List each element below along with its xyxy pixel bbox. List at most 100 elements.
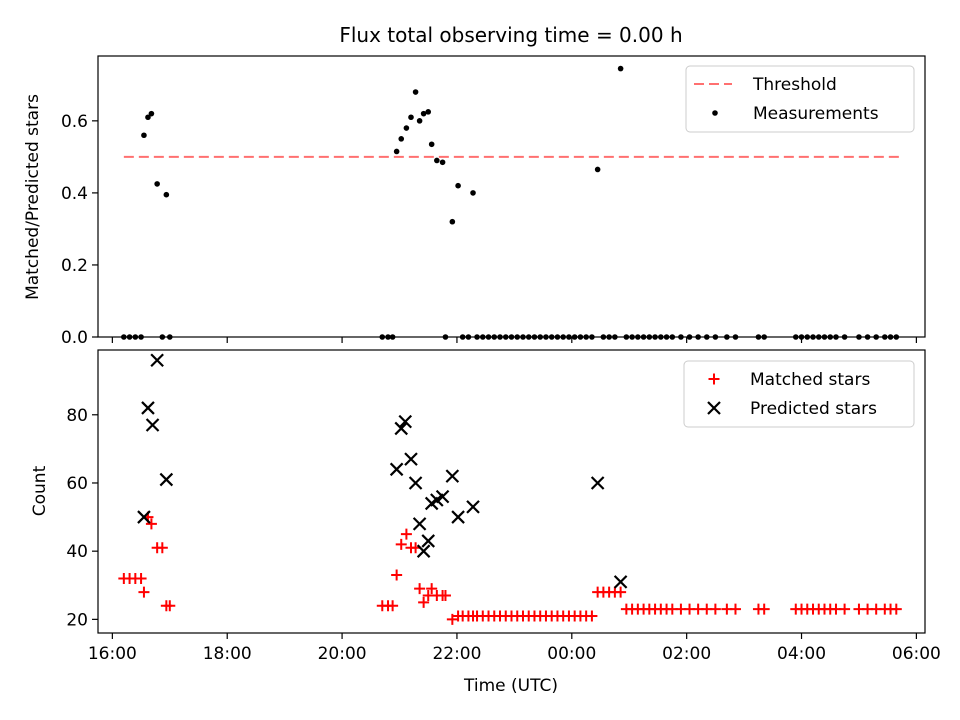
measurement-point xyxy=(416,118,423,124)
top-y-tick-label: 0.0 xyxy=(61,328,88,348)
matched-star-point xyxy=(418,596,430,608)
bottom-plot-frame xyxy=(97,349,926,634)
predicted-star-point xyxy=(145,418,160,432)
bottom-legend: Matched stars Predicted stars xyxy=(683,360,915,428)
measurement-point xyxy=(145,114,151,121)
legend-label: Measurements xyxy=(753,104,879,124)
bottom-y-tick-label: 20 xyxy=(66,610,88,630)
top-panel: 0.0 0.2 0.4 0.6 Matched/Predicted stars Thr… xyxy=(23,55,926,348)
predicted-star-point xyxy=(613,575,628,589)
measurement-point xyxy=(425,109,432,115)
matched-star-point xyxy=(145,518,157,530)
legend-label: Threshold xyxy=(752,75,837,95)
predicted-star-point xyxy=(445,469,460,483)
top-y-tick-label: 0.6 xyxy=(61,112,88,132)
measurement-point xyxy=(393,148,400,155)
measurement-point xyxy=(154,181,160,187)
measurement-point xyxy=(141,132,147,139)
x-axis-label: Time (UTC) xyxy=(463,676,558,696)
predicted-star-point xyxy=(150,353,164,368)
legend-predicted-marker xyxy=(707,401,721,415)
top-y-axis-label: Matched/Predicted stars xyxy=(23,94,43,300)
predicted-star-point xyxy=(141,401,155,415)
x-tick-label: 16:00 xyxy=(88,644,137,664)
matched-star-point xyxy=(890,603,902,615)
matched-star-point xyxy=(400,528,412,540)
bottom-y-axis: 20 40 60 80 xyxy=(66,406,98,630)
matched-star-point xyxy=(391,569,403,581)
predicted-star-point xyxy=(451,510,465,524)
measurement-point xyxy=(439,159,446,166)
measurement-point xyxy=(398,136,405,142)
matched-star-point xyxy=(615,586,627,598)
measurement-point xyxy=(617,65,624,72)
measurement-point xyxy=(420,110,427,117)
bottom-matched-points xyxy=(118,511,902,625)
legend-measurement-marker xyxy=(712,110,718,116)
predicted-star-point xyxy=(408,476,423,490)
matched-star-point xyxy=(758,603,770,615)
matched-star-point xyxy=(414,583,426,595)
predicted-star-point xyxy=(435,489,450,504)
measurement-point xyxy=(412,89,419,95)
bottom-panel: 20 40 60 80 16:00 18:00 20:00 22:00 00:00 02:00 0… xyxy=(30,349,941,696)
legend-label: Matched stars xyxy=(750,370,870,390)
bottom-y-tick-label: 60 xyxy=(66,474,88,494)
predicted-star-point xyxy=(404,452,418,466)
predicted-star-point xyxy=(394,421,409,436)
predicted-star-point xyxy=(137,510,151,524)
matched-star-point xyxy=(729,603,741,615)
legend-label: Predicted stars xyxy=(750,399,877,419)
x-tick-label: 06:00 xyxy=(892,644,941,664)
predicted-star-point xyxy=(416,544,431,558)
matched-star-point xyxy=(839,603,851,615)
top-plot-frame xyxy=(97,55,926,338)
matched-star-point xyxy=(164,600,176,612)
predicted-star-point xyxy=(389,462,404,477)
legend-matched-marker xyxy=(708,373,720,385)
top-y-tick-label: 0.4 xyxy=(61,184,88,204)
matched-star-point xyxy=(586,610,598,622)
measurement-point xyxy=(148,110,155,117)
bottom-y-tick-label: 40 xyxy=(66,542,88,562)
measurement-point xyxy=(470,190,476,196)
measurement-point xyxy=(408,114,414,121)
x-tick-label: 20:00 xyxy=(318,644,367,664)
measurement-point xyxy=(434,157,440,164)
chart-title: Flux total observing time = 0.00 h xyxy=(339,23,682,47)
predicted-star-point xyxy=(412,517,427,531)
top-y-tick-label: 0.2 xyxy=(61,256,88,276)
x-tick-label: 22:00 xyxy=(432,644,481,664)
top-y-axis: 0.0 0.2 0.4 0.6 xyxy=(61,112,98,348)
measurement-point xyxy=(163,191,170,198)
top-legend: Threshold Measurements xyxy=(685,65,915,133)
measurement-point xyxy=(594,166,601,173)
measurement-point xyxy=(403,125,410,131)
matched-star-point xyxy=(135,572,147,584)
matched-star-point xyxy=(426,583,438,595)
matched-star-point xyxy=(395,538,407,550)
matched-star-point xyxy=(156,542,168,554)
matched-star-point xyxy=(387,600,399,612)
x-tick-label: 18:00 xyxy=(203,644,252,664)
matched-star-point xyxy=(709,603,721,615)
bottom-predicted-points xyxy=(137,353,628,589)
bottom-y-axis-label: Count xyxy=(30,465,50,516)
predicted-star-point xyxy=(398,414,413,429)
predicted-star-point xyxy=(590,476,605,490)
measurement-point xyxy=(428,141,435,148)
predicted-star-point xyxy=(466,500,480,514)
matched-star-point xyxy=(138,586,150,598)
bottom-y-tick-label: 80 xyxy=(66,406,88,426)
bottom-x-axis: 16:00 18:00 20:00 22:00 00:00 02:00 04:00 06:00 xyxy=(88,633,941,664)
x-tick-label: 00:00 xyxy=(547,644,596,664)
top-x-ticks xyxy=(111,337,917,343)
x-tick-label: 04:00 xyxy=(777,644,826,664)
bottom-legend-box xyxy=(683,360,915,428)
matched-star-point xyxy=(439,589,451,601)
measurement-point xyxy=(455,182,461,189)
x-tick-label: 02:00 xyxy=(662,644,711,664)
predicted-star-point xyxy=(421,534,436,548)
top-legend-box xyxy=(685,65,915,133)
